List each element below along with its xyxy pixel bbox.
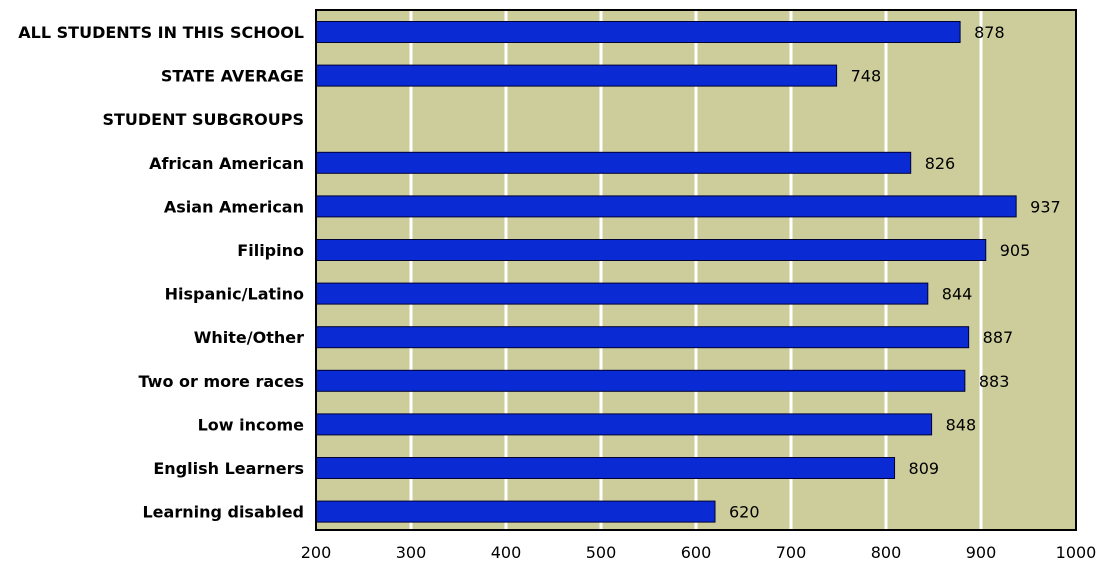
bar: [315, 282, 929, 305]
category-label: Low income: [198, 415, 305, 434]
category-label: English Learners: [153, 459, 304, 478]
value-label: 620: [729, 503, 760, 522]
gridlines: [409, 10, 983, 530]
category-label: STATE AVERAGE: [161, 67, 304, 86]
category-label: African American: [149, 154, 304, 173]
x-tick-label: 700: [776, 543, 807, 562]
bars: [315, 21, 1017, 523]
bar: [315, 64, 838, 87]
value-label: 809: [909, 459, 940, 478]
category-label: Filipino: [237, 241, 304, 260]
x-tick-label: 800: [871, 543, 902, 562]
category-label: Learning disabled: [142, 503, 304, 522]
plot-frame: [315, 9, 1077, 531]
x-tick-label: 300: [396, 543, 427, 562]
value-label: 878: [974, 23, 1005, 42]
value-label: 826: [925, 154, 956, 173]
x-tick-label: 1000: [1056, 543, 1097, 562]
x-tick-label: 400: [491, 543, 522, 562]
x-tick-label: 200: [301, 543, 332, 562]
bar: [315, 195, 1017, 218]
category-label: White/Other: [194, 328, 304, 347]
bar: [315, 326, 970, 349]
category-labels: ALL STUDENTS IN THIS SCHOOL STATE AVERAGE…: [18, 23, 304, 522]
value-label: 844: [942, 285, 973, 304]
bar: [315, 151, 912, 174]
value-label: 883: [979, 372, 1010, 391]
category-label: STUDENT SUBGROUPS: [102, 110, 304, 129]
x-tick-labels: 200 300 400 500 600 700 800 900 1000: [301, 543, 1097, 562]
value-label: 887: [983, 328, 1014, 347]
bar: [315, 369, 966, 392]
bar: [315, 21, 961, 43]
category-label: Asian American: [164, 197, 304, 216]
value-label: 848: [946, 415, 977, 434]
value-labels: 878 748 826 937 905 844 887 883 848 809 620: [729, 23, 1061, 522]
x-tick-label: 500: [586, 543, 617, 562]
bar: [315, 500, 716, 523]
value-label: 937: [1030, 197, 1061, 216]
category-label: Hispanic/Latino: [165, 285, 304, 304]
value-label: 748: [851, 67, 882, 86]
x-tick-label: 900: [966, 543, 997, 562]
value-label: 905: [1000, 241, 1031, 260]
bar: [315, 413, 933, 436]
bar: [315, 457, 896, 479]
category-label: ALL STUDENTS IN THIS SCHOOL: [18, 23, 304, 42]
x-tick-label: 600: [681, 543, 712, 562]
bar: [315, 239, 987, 261]
category-label: Two or more races: [139, 372, 304, 391]
